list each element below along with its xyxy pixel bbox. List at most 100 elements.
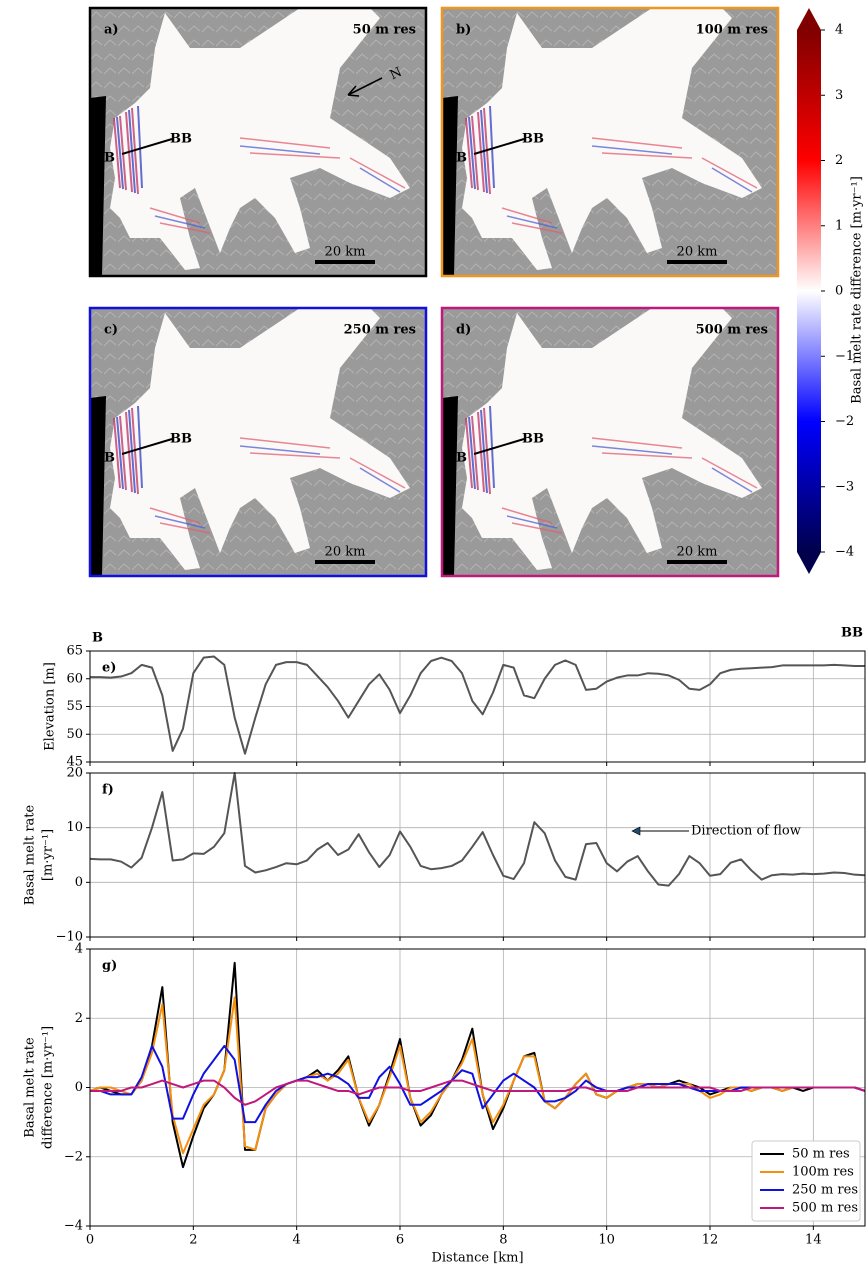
colorbar-extend-bottom xyxy=(797,552,821,574)
colorbar-label: Basal melt rate difference [m·yr⁻¹] xyxy=(850,176,865,404)
panel-label: c) xyxy=(104,323,118,338)
y-tick-label: 0 xyxy=(75,875,83,890)
data-line xyxy=(89,996,866,1155)
panel-label: e) xyxy=(102,661,116,676)
colorbar-tick-label: 4 xyxy=(835,23,843,38)
panel-label: d) xyxy=(456,323,471,338)
legend-label: 50 m res xyxy=(792,1147,850,1162)
data-line xyxy=(90,1044,866,1124)
map-image xyxy=(90,8,426,276)
plot-frame xyxy=(89,650,866,763)
resolution-label: 250 m res xyxy=(344,323,416,338)
y-tick-label: 4 xyxy=(75,942,83,957)
data-line xyxy=(90,655,865,755)
transect-end: BB xyxy=(170,432,192,447)
x-tick-label: 2 xyxy=(189,1233,197,1248)
north-arrow xyxy=(347,77,383,97)
transect-end: BB xyxy=(522,132,544,147)
y-axis-label: difference [m·yr⁻¹] xyxy=(41,1026,56,1149)
y-tick-label: 2 xyxy=(75,1011,83,1026)
colorbar-extend-top xyxy=(797,8,821,30)
plot-frame xyxy=(89,772,866,938)
colorbar-tick-label: 3 xyxy=(835,88,843,103)
x-tick-label: 0 xyxy=(86,1233,94,1248)
colorbar-tick-label: −1 xyxy=(835,349,854,364)
resolution-label: 100 m res xyxy=(696,23,768,38)
y-tick-label: −4 xyxy=(64,1219,83,1234)
legend-label: 250 m res xyxy=(792,1183,858,1198)
legend-box xyxy=(751,1140,861,1222)
map-image xyxy=(90,308,426,576)
scale-label: 20 km xyxy=(677,245,718,260)
transect-line xyxy=(473,438,525,455)
resolution-label: 500 m res xyxy=(696,323,768,338)
x-tick-label: 14 xyxy=(805,1233,822,1248)
colorbar-tick-label: 1 xyxy=(835,218,843,233)
data-line xyxy=(89,772,866,887)
x-tick-label: 4 xyxy=(293,1233,301,1248)
x-tick-label: 10 xyxy=(598,1233,615,1248)
flow-arrowhead xyxy=(631,826,641,836)
y-tick-label: 65 xyxy=(66,644,83,659)
transect-end: BB xyxy=(170,132,192,147)
y-tick-label: 50 xyxy=(66,727,83,742)
y-axis-label: Basal melt rate xyxy=(23,1037,38,1138)
y-axis-label: Basal melt rate xyxy=(23,804,38,905)
data-line xyxy=(90,1079,866,1106)
transect-start: B xyxy=(104,151,115,166)
y-axis-label: [m·yr⁻¹] xyxy=(41,829,56,881)
colorbar-tick-label: −2 xyxy=(835,414,854,429)
scale-label: 20 km xyxy=(325,545,366,560)
x-axis-label: Distance [km] xyxy=(431,1251,523,1266)
map-image xyxy=(442,308,778,576)
colorbar-tick-label: −3 xyxy=(835,479,854,494)
plot-frame xyxy=(89,948,866,1227)
y-tick-label: 55 xyxy=(66,699,83,714)
map-border xyxy=(440,6,780,278)
colorbar-tick-label: −4 xyxy=(835,545,854,560)
transect-end: BB xyxy=(522,432,544,447)
panel-label: b) xyxy=(456,23,471,38)
legend-label: 100m res xyxy=(792,1165,854,1180)
y-tick-label: −10 xyxy=(56,930,83,945)
y-tick-label: 20 xyxy=(66,766,83,781)
y-tick-label: 60 xyxy=(66,671,83,686)
y-tick-label: −2 xyxy=(64,1149,83,1164)
resolution-label: 50 m res xyxy=(353,23,416,38)
map-border xyxy=(88,6,428,278)
transect-start: B xyxy=(92,631,103,646)
panel-label: f) xyxy=(102,783,114,798)
panel-label: g) xyxy=(102,959,117,974)
y-axis-label: Elevation [m] xyxy=(43,662,58,751)
scale-label: 20 km xyxy=(677,545,718,560)
scale-label: 20 km xyxy=(325,245,366,260)
map-image xyxy=(442,8,778,276)
map-border xyxy=(88,306,428,578)
x-tick-label: 12 xyxy=(702,1233,719,1248)
transect-end: BB xyxy=(841,626,863,641)
x-tick-label: 8 xyxy=(499,1233,507,1248)
colorbar xyxy=(797,30,821,552)
y-tick-label: 10 xyxy=(66,820,83,835)
colorbar-tick-label: 0 xyxy=(835,284,843,299)
y-tick-label: 0 xyxy=(75,1080,83,1095)
legend-label: 500 m res xyxy=(792,1201,858,1216)
map-border xyxy=(440,306,780,578)
transect-start: B xyxy=(456,451,467,466)
transect-start: B xyxy=(104,451,115,466)
transect-line xyxy=(121,138,173,155)
transect-start: B xyxy=(456,151,467,166)
transect-line xyxy=(121,438,173,455)
flow-annotation: Direction of flow xyxy=(691,824,801,839)
y-tick-label: 45 xyxy=(66,755,83,770)
colorbar-tick-label: 2 xyxy=(835,153,843,168)
panel-label: a) xyxy=(104,23,119,38)
x-tick-label: 6 xyxy=(396,1233,404,1248)
transect-line xyxy=(473,138,525,155)
